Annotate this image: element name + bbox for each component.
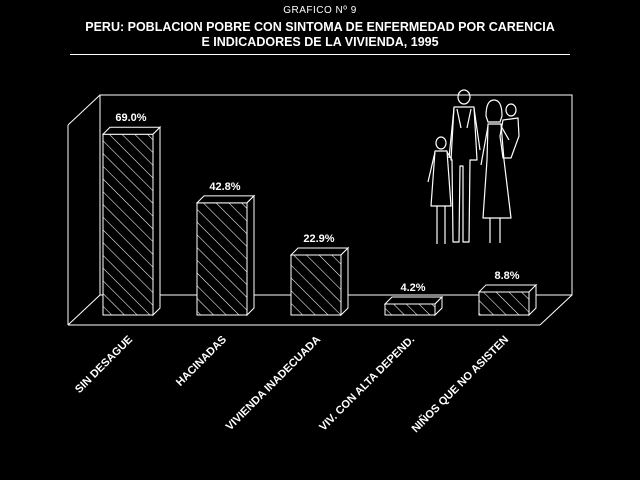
chart-supertitle: GRAFICO Nº 9 — [283, 5, 357, 16]
bar-value-label: 42.8% — [209, 181, 240, 193]
chart-title-line-2: E INDICADORES DE LA VIVIENDA, 1995 — [201, 35, 439, 49]
bar-value-label: 4.2% — [400, 282, 425, 294]
category-label: SIN DESAGUE — [73, 334, 135, 396]
bar — [383, 295, 444, 317]
family-icon — [427, 89, 520, 244]
bar — [289, 246, 350, 317]
bar-value-label: 8.8% — [494, 270, 519, 282]
category-label: HACINADAS — [174, 334, 229, 389]
bar-value-label: 69.0% — [115, 112, 146, 124]
chart-title-line-1: PERU: POBLACION POBRE CON SINTOMA DE ENF… — [85, 20, 555, 34]
category-label: NIÑOS QUE NO ASISTEN — [409, 333, 511, 435]
category-label: VIV. CON ALTA DEPEND. — [317, 334, 417, 434]
bar-value-label: 22.9% — [303, 233, 334, 245]
bar — [101, 126, 162, 317]
category-label: VIVIENDA INADECUADA — [224, 334, 323, 433]
title-divider — [70, 54, 570, 55]
bar — [195, 194, 256, 317]
bar — [477, 283, 538, 317]
